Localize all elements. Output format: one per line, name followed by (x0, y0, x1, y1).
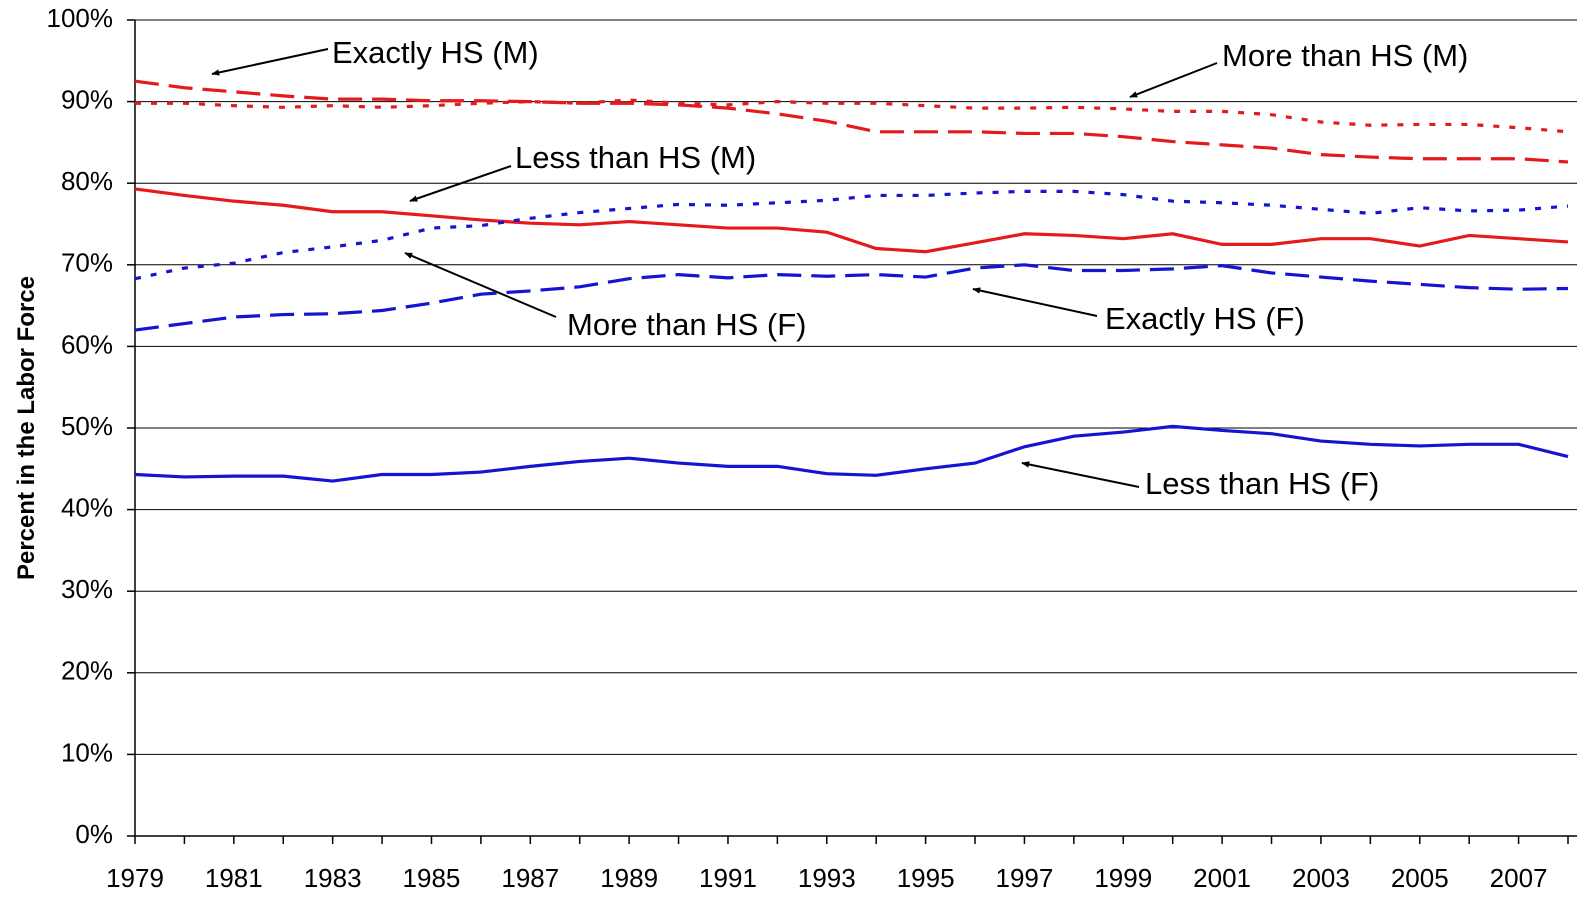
x-tick-label: 1997 (996, 863, 1054, 893)
series-line (134, 189, 1569, 281)
y-axis-title: Percent in the Labor Force (13, 276, 40, 580)
series-label: Exactly HS (M) (332, 35, 539, 70)
series-line (134, 424, 1569, 483)
y-tick-label: 80% (61, 166, 113, 196)
x-tick-label: 1981 (205, 863, 263, 893)
x-tick-label: 2001 (1193, 863, 1251, 893)
series-label: Less than HS (M) (515, 140, 756, 175)
series-label: More than HS (M) (1222, 38, 1468, 73)
x-tick-label: 2005 (1391, 863, 1449, 893)
annotation-arrow (409, 165, 512, 202)
y-tick-label: 50% (61, 411, 113, 441)
series-line (134, 263, 1569, 332)
x-tick-label: 1991 (699, 863, 757, 893)
y-tick-label: 90% (61, 84, 113, 114)
x-tick-label: 2007 (1490, 863, 1548, 893)
x-tick-label: 1983 (304, 863, 362, 893)
x-tick-label: 1999 (1094, 863, 1152, 893)
series-label: More than HS (F) (567, 307, 806, 342)
annotation-arrow (1129, 62, 1218, 98)
x-tick-label: 1979 (106, 863, 164, 893)
series-label: Less than HS (F) (1145, 466, 1379, 501)
annotation-arrow (404, 252, 557, 318)
y-tick-label: 70% (61, 248, 113, 278)
series-line (134, 187, 1569, 254)
y-tick-label: 100% (47, 3, 114, 33)
y-tick-label: 10% (61, 737, 113, 767)
y-tick-label: 60% (61, 329, 113, 359)
annotation-arrow (1021, 461, 1140, 488)
series-line (134, 79, 1569, 164)
y-tick-label: 40% (61, 492, 113, 522)
annotation-arrow (972, 287, 1098, 317)
x-tick-label: 1993 (798, 863, 856, 893)
x-tick-label: 2003 (1292, 863, 1350, 893)
x-tick-label: 1995 (897, 863, 955, 893)
annotation-arrow (211, 48, 329, 76)
y-tick-label: 20% (61, 656, 113, 686)
x-tick-label: 1989 (600, 863, 658, 893)
x-tick-label: 1987 (501, 863, 559, 893)
y-tick-label: 0% (75, 819, 113, 849)
x-tick-label: 1985 (403, 863, 461, 893)
series-label: Exactly HS (F) (1105, 301, 1305, 336)
y-tick-label: 30% (61, 574, 113, 604)
